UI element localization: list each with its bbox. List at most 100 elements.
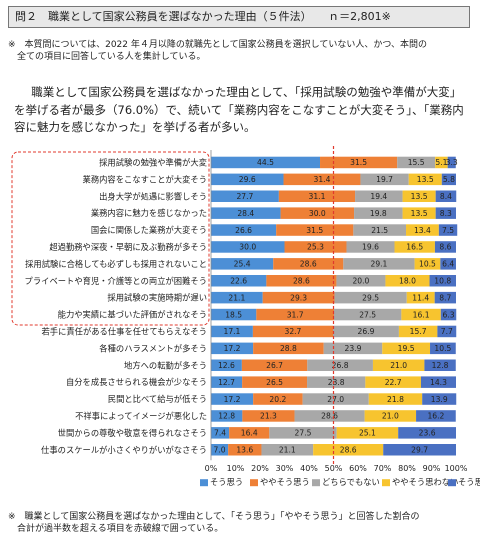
data-label: 10.8 — [434, 276, 451, 285]
bar-segment — [307, 359, 373, 371]
bar-segment — [440, 308, 457, 321]
data-label: 21.1 — [228, 293, 245, 302]
legend-label: ややそう思う — [260, 477, 310, 487]
data-label: 27.5 — [359, 310, 376, 319]
bar-segment — [283, 173, 361, 186]
data-label: 44.5 — [257, 158, 274, 167]
legend-swatch — [250, 479, 258, 487]
bar-segment — [406, 291, 435, 304]
bar-segment — [211, 173, 284, 186]
bar-segment — [211, 190, 279, 202]
bar-segment — [420, 376, 456, 388]
bar-segment — [354, 207, 403, 219]
data-label: 30.0 — [239, 243, 256, 252]
bar-segment — [211, 342, 254, 355]
data-label: 28.8 — [280, 344, 297, 353]
bar-segment — [430, 342, 456, 355]
legend-label: どちらでもない — [322, 477, 380, 487]
legend-swatch — [312, 479, 320, 487]
bar-segment — [406, 224, 439, 236]
category-label: 若手に責任がある仕事を任せてもらえなそう — [41, 326, 207, 336]
bar-segment — [346, 241, 395, 253]
bar-segment — [360, 173, 409, 186]
bar-segment — [440, 258, 456, 270]
x-tick-label: 100% — [445, 464, 468, 473]
bar-segment — [435, 190, 457, 202]
data-label: 13.9 — [431, 395, 448, 404]
data-label: 17.1 — [223, 327, 240, 336]
data-label: 19.4 — [370, 192, 387, 201]
data-label: 12.6 — [218, 361, 235, 370]
bar-segment — [229, 427, 270, 439]
x-tick-label: 20% — [251, 464, 269, 473]
data-label: 17.2 — [224, 395, 241, 404]
category-label: 超過勤務や深夜・早朝に及ぶ勤務が多そう — [49, 242, 207, 252]
data-label: 25.3 — [307, 243, 324, 252]
legend-swatch — [448, 479, 456, 487]
bar-segment — [256, 308, 334, 321]
bar-segment — [320, 156, 398, 169]
category-label: 出身大学が処遇に影響しそう — [99, 191, 207, 201]
data-label: 16.2 — [427, 412, 444, 421]
bar-segment — [211, 325, 253, 338]
data-label: 21.5 — [371, 226, 388, 235]
bar-segment — [437, 325, 457, 338]
category-label: 不祥事によってイメージが悪化した — [75, 411, 207, 421]
data-label: 26.5 — [266, 378, 283, 387]
bar-segment — [211, 308, 257, 321]
lead-paragraph: 職業として国家公務員を選ばなかった理由として、「採用試験の勉強や準備が大変」を挙… — [14, 85, 464, 134]
data-label: 5.1 — [435, 158, 447, 167]
bar-segment — [211, 444, 229, 456]
data-label: 27.5 — [295, 429, 312, 438]
bar-segment — [253, 342, 324, 355]
data-label: 31.5 — [306, 226, 323, 235]
survey-note-line-2: 全ての項目に回答している人を集計している。 — [8, 52, 206, 62]
bar-segment — [266, 275, 337, 287]
bar-segment — [398, 427, 456, 439]
data-label: 25.1 — [359, 429, 376, 438]
data-label: 6.3 — [442, 310, 454, 319]
x-tick-label: 90% — [423, 464, 441, 473]
bar-segment — [402, 207, 436, 219]
data-label: 31.4 — [314, 175, 331, 184]
bar-segment — [253, 393, 303, 405]
bar-segment — [280, 207, 355, 219]
highlight-note-line-1: ※ 職業として国家公務員を選ばなかった理由として、「そう思う」「ややそう思う」と… — [8, 512, 420, 522]
category-label: 民間と比べて給与が低そう — [108, 394, 207, 404]
bar-segment — [211, 291, 263, 304]
bar-segment — [397, 156, 436, 169]
bar-segment — [211, 376, 243, 388]
bar-segment — [284, 241, 347, 253]
bar-segment — [294, 410, 365, 422]
data-label: 7.0 — [214, 445, 226, 454]
survey-note: ※ 本質問については、2022 年４月以降の就職先として国家公務員を選択していな… — [8, 39, 427, 63]
bar-segment — [402, 190, 436, 202]
bar-segment — [273, 258, 344, 270]
bar-segment — [336, 427, 399, 439]
bar-segment — [262, 291, 335, 304]
bar-segment — [211, 427, 230, 439]
bar-segment — [434, 291, 456, 304]
category-label: 国会に関係した業務が大変そう — [91, 225, 207, 235]
data-label: 26.6 — [235, 226, 252, 235]
survey-note-line-1: ※ 本質問については、2022 年４月以降の就職先として国家公務員を選択していな… — [8, 40, 427, 50]
data-label: 20.2 — [269, 395, 286, 404]
data-label: 27.7 — [236, 192, 253, 201]
legend-swatch — [200, 479, 208, 487]
bar-segment — [333, 308, 402, 321]
bar-segment — [424, 359, 456, 371]
bar-segment — [398, 325, 438, 338]
bar-segment — [211, 224, 277, 236]
data-label: 19.6 — [362, 243, 379, 252]
x-tick-label: 10% — [227, 464, 245, 473]
bar-segment — [313, 444, 384, 456]
bar-segment — [438, 224, 458, 236]
category-label: 業務内容に魅力を感じなかった — [91, 208, 207, 218]
data-label: 32.7 — [284, 327, 301, 336]
data-label: 28.4 — [237, 209, 254, 218]
data-label: 21.8 — [387, 395, 404, 404]
data-label: 7.4 — [214, 429, 226, 438]
bar-segment — [252, 325, 334, 338]
data-label: 19.7 — [376, 175, 393, 184]
